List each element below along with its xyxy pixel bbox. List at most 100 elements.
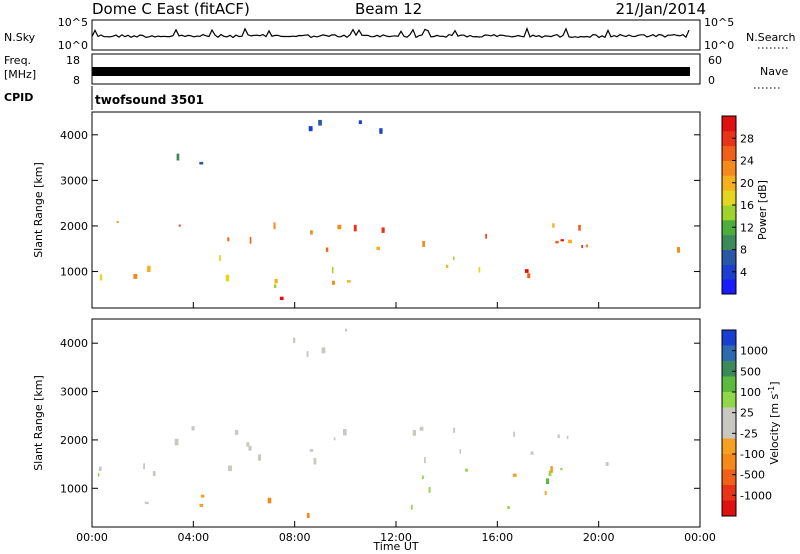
colorbar-segment — [722, 234, 736, 250]
heatmap-cell — [318, 119, 322, 126]
colorbar-segment — [722, 500, 736, 517]
x-tick-label: 00:00 — [76, 531, 108, 544]
nave-bottom-tick: 0 — [708, 74, 715, 87]
beam-label: Beam 12 — [355, 0, 422, 18]
heatmap-cell — [677, 247, 680, 253]
heatmap-cell — [566, 435, 569, 440]
colorbar-segment — [722, 145, 736, 161]
heatmap-cell — [552, 223, 555, 228]
colorbar-segment — [722, 175, 736, 191]
heatmap-cell — [147, 265, 151, 272]
heatmap-cell — [258, 454, 261, 461]
x-tick-label: 20:00 — [583, 531, 615, 544]
freq-label-line2: [MHz] — [4, 68, 36, 81]
heatmap-cell — [512, 473, 517, 477]
heatmap-cell — [333, 437, 336, 441]
heatmap-cell — [306, 351, 309, 357]
y-tick-label: 3000 — [60, 174, 88, 187]
heatmap-cell — [465, 468, 468, 472]
colorbar-segment — [722, 264, 736, 280]
y-tick-label: 2000 — [60, 220, 88, 233]
x-axis-label: Time UT — [372, 540, 418, 553]
heatmap-cell — [152, 471, 156, 476]
heatmap-cell — [568, 239, 572, 244]
heatmap-cell — [97, 473, 100, 477]
colorbar-segment — [722, 330, 736, 346]
heatmap-cell — [178, 224, 181, 227]
heatmap-cell — [176, 153, 180, 161]
heatmap-cell — [419, 426, 424, 431]
colorbar-segment — [722, 130, 736, 147]
y-tick-label: 4000 — [60, 337, 88, 350]
heatmap-cell — [310, 230, 313, 235]
heatmap-cell — [313, 457, 317, 465]
heatmap-cell — [527, 273, 531, 279]
colorbar-tick-label: 1000 — [740, 345, 768, 358]
heatmap-cell — [321, 347, 326, 354]
colorbar-tick-label: 25 — [740, 407, 754, 420]
colorbar-frame — [721, 329, 737, 517]
heatmap-cell — [273, 284, 277, 288]
heatmap-cell — [513, 431, 515, 437]
colorbar-segment — [722, 392, 736, 408]
colorbar-segment — [722, 116, 736, 132]
heatmap-cell — [248, 446, 252, 451]
power-colorbar-label: Power [dB] — [756, 180, 769, 240]
heatmap-cell — [306, 513, 310, 518]
heatmap-cell — [557, 434, 560, 439]
velocity-colorbar: 1000 500 100 25 -25 -100 -500 -1000 — [721, 329, 772, 517]
heatmap-cell — [199, 504, 204, 507]
power-panel: 1000 2000 3000 4000 Slant Range [km] 4 8 12 16… — [32, 111, 769, 309]
heatmap-cell — [144, 501, 149, 505]
y-tick-label: 1000 — [60, 482, 88, 495]
colorbar-segment — [722, 361, 736, 377]
heatmap-cell — [143, 463, 145, 470]
colorbar-tick-label: 28 — [740, 132, 754, 145]
heatmap-cell — [219, 255, 221, 262]
nave-label: Nave — [760, 65, 788, 78]
velocity-panel: 1000 2000 3000 4000 00:00 04:00 08:00 12:00 16:… — [32, 318, 781, 553]
heatmap-cell — [546, 478, 550, 485]
cpid-strip: CPID twofsound 3501 — [4, 86, 204, 110]
colorbar-tick-label: -25 — [740, 427, 758, 440]
power-heatmap — [99, 119, 680, 301]
heatmap-cell — [478, 267, 481, 273]
heatmap-cell — [422, 240, 425, 247]
heatmap-cell — [347, 280, 351, 283]
heatmap-cell — [292, 337, 296, 344]
heatmap-cell — [605, 462, 609, 466]
heatmap-cell — [267, 497, 272, 504]
heatmap-cell — [116, 221, 119, 223]
heatmap-cell — [353, 224, 357, 232]
heatmap-cell — [421, 475, 424, 480]
heatmap-cell — [459, 449, 462, 454]
freq-bottom-tick: 8 — [73, 74, 80, 87]
heatmap-cell — [228, 465, 232, 472]
nsky-bottom-tick: 10^0 — [58, 39, 88, 52]
freq-strip: Freq. [MHz] 18 8 60 0 Nave — [4, 53, 788, 89]
heatmap-cell — [332, 267, 334, 274]
colorbar-tick-label: -1000 — [740, 489, 772, 502]
x-tick-label: 04:00 — [177, 531, 209, 544]
cpid-program: twofsound 3501 — [95, 93, 204, 107]
colorbar-tick-label: 24 — [740, 155, 754, 168]
heatmap-cell — [273, 222, 276, 230]
x-tick-label: 00:00 — [684, 531, 716, 544]
x-tick-label: 16:00 — [481, 531, 513, 544]
heatmap-cell — [227, 237, 230, 242]
colorbar-tick-label: -500 — [740, 469, 765, 482]
heatmap-cell — [199, 161, 204, 165]
heatmap-cell — [485, 233, 487, 239]
heatmap-cell — [249, 236, 252, 244]
heatmap-cell — [555, 240, 559, 244]
colorbar-segment — [722, 376, 736, 393]
heatmap-cell — [343, 429, 347, 436]
velocity-heatmap — [97, 328, 609, 518]
colorbar-segment — [722, 160, 736, 176]
date-label: 21/Jan/2014 — [616, 0, 707, 18]
heatmap-cell — [174, 438, 179, 446]
heatmap-cell — [548, 470, 552, 476]
nsearch-top-tick: 10^5 — [704, 16, 734, 29]
heatmap-cell — [274, 278, 278, 284]
y-tick-label: 1000 — [60, 266, 88, 279]
